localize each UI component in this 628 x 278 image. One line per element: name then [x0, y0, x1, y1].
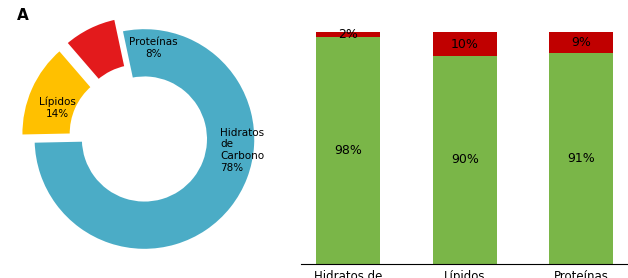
Bar	[549, 33, 613, 53]
Text: 90%: 90%	[451, 153, 479, 166]
Bar	[549, 53, 613, 264]
Text: 2%: 2%	[338, 28, 358, 41]
Bar	[433, 33, 497, 56]
Text: Proteínas
8%: Proteínas 8%	[129, 37, 178, 59]
Text: 10%: 10%	[451, 38, 479, 51]
Bar	[433, 56, 497, 264]
Wedge shape	[21, 49, 92, 136]
Text: Hidratos
de
Carbono
78%: Hidratos de Carbono 78%	[220, 128, 264, 173]
Text: Lípidos
14%: Lípidos 14%	[40, 97, 76, 119]
Bar	[317, 33, 381, 37]
Text: 9%: 9%	[571, 36, 591, 49]
Text: 91%: 91%	[567, 152, 595, 165]
Text: 98%: 98%	[334, 144, 362, 157]
Bar	[317, 37, 381, 264]
Text: A: A	[16, 8, 28, 23]
Wedge shape	[66, 18, 126, 81]
Wedge shape	[33, 28, 256, 250]
